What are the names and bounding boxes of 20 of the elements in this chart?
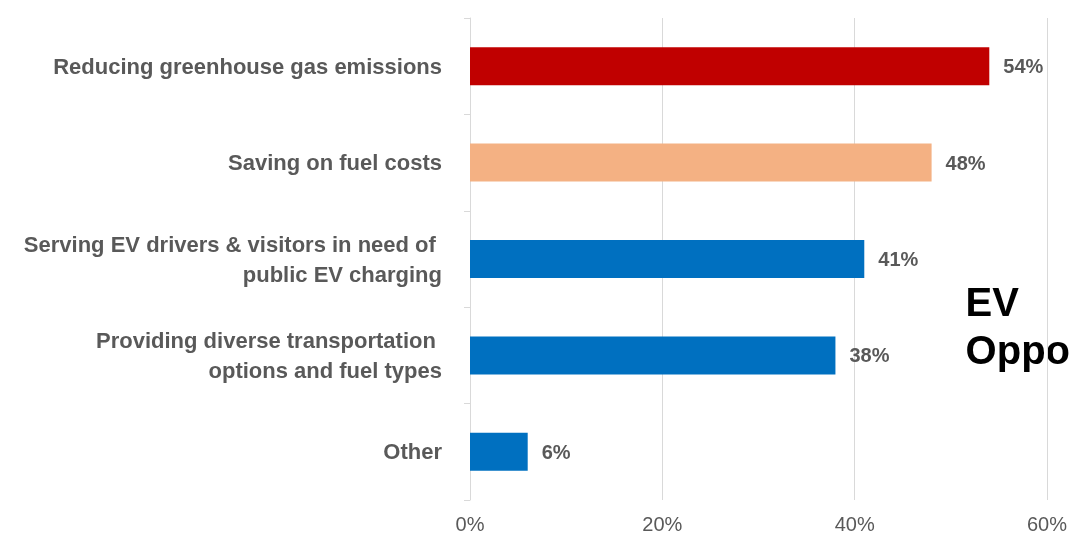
bar [470,47,990,86]
y-tick-label: Saving on fuel costs [228,150,442,176]
data-label: 48% [945,151,986,174]
data-label: 6% [541,440,571,463]
data-label: 41% [878,248,919,270]
y-tick-label: Other [383,439,443,465]
x-tick-label: 20% [642,513,683,535]
y-tick-label: Serving EV drivers & visitors in need of public EV charging [23,231,442,287]
data-label: 54% [1003,55,1044,78]
annotation: EV Oppo [965,280,1071,372]
bar [470,336,836,375]
x-tick-label: 60% [1026,513,1068,535]
bar [470,432,528,471]
x-tick-label: 40% [834,513,875,535]
y-tick-label: Providing diverse transportation options and fuel types [96,327,442,383]
y-tick-label: Reducing greenhouse gas emissions [53,53,442,79]
bar [470,240,865,278]
bar [470,143,932,182]
data-label: 38% [849,344,890,367]
x-tick-label: 0% [455,513,485,535]
